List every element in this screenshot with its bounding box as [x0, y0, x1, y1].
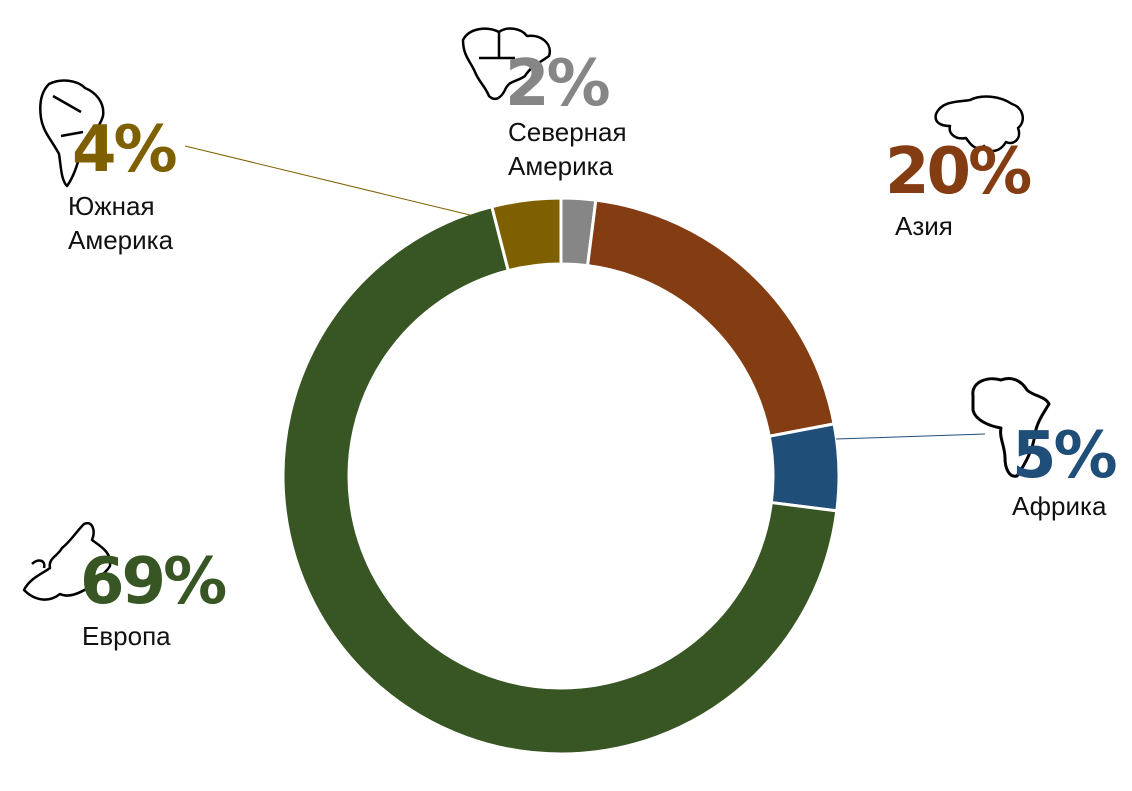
- africa-map-icon: [965, 372, 1055, 482]
- slice-south-america: [490, 196, 563, 273]
- north-america-map-icon: [455, 22, 565, 112]
- slice-asia: [585, 198, 836, 439]
- slice-label-north-america: Северная Америка: [508, 117, 627, 181]
- donut-slices: [281, 196, 841, 756]
- leader-line-africa: [835, 433, 986, 440]
- slice-label-south-america: Южная Америка: [68, 191, 174, 255]
- slice-value-asia: 20%: [885, 135, 1032, 209]
- europe-map-icon: [20, 518, 120, 608]
- south-america-map-icon: [35, 76, 110, 191]
- slice-europe: [281, 204, 839, 756]
- slice-value-africa: 5%: [1012, 419, 1118, 493]
- slice-value-north-america: 2%: [505, 47, 611, 121]
- slice-value-europe: 69%: [80, 545, 227, 619]
- slice-africa: [767, 422, 841, 513]
- slice-label-asia: Азия: [895, 211, 953, 241]
- asia-map-icon: [930, 92, 1030, 162]
- slice-label-africa: Африка: [1012, 491, 1107, 521]
- leader-line-south-america: [184, 145, 471, 216]
- slice-label-europe: Европа: [82, 621, 171, 651]
- slice-value-south-america: 4%: [72, 113, 178, 187]
